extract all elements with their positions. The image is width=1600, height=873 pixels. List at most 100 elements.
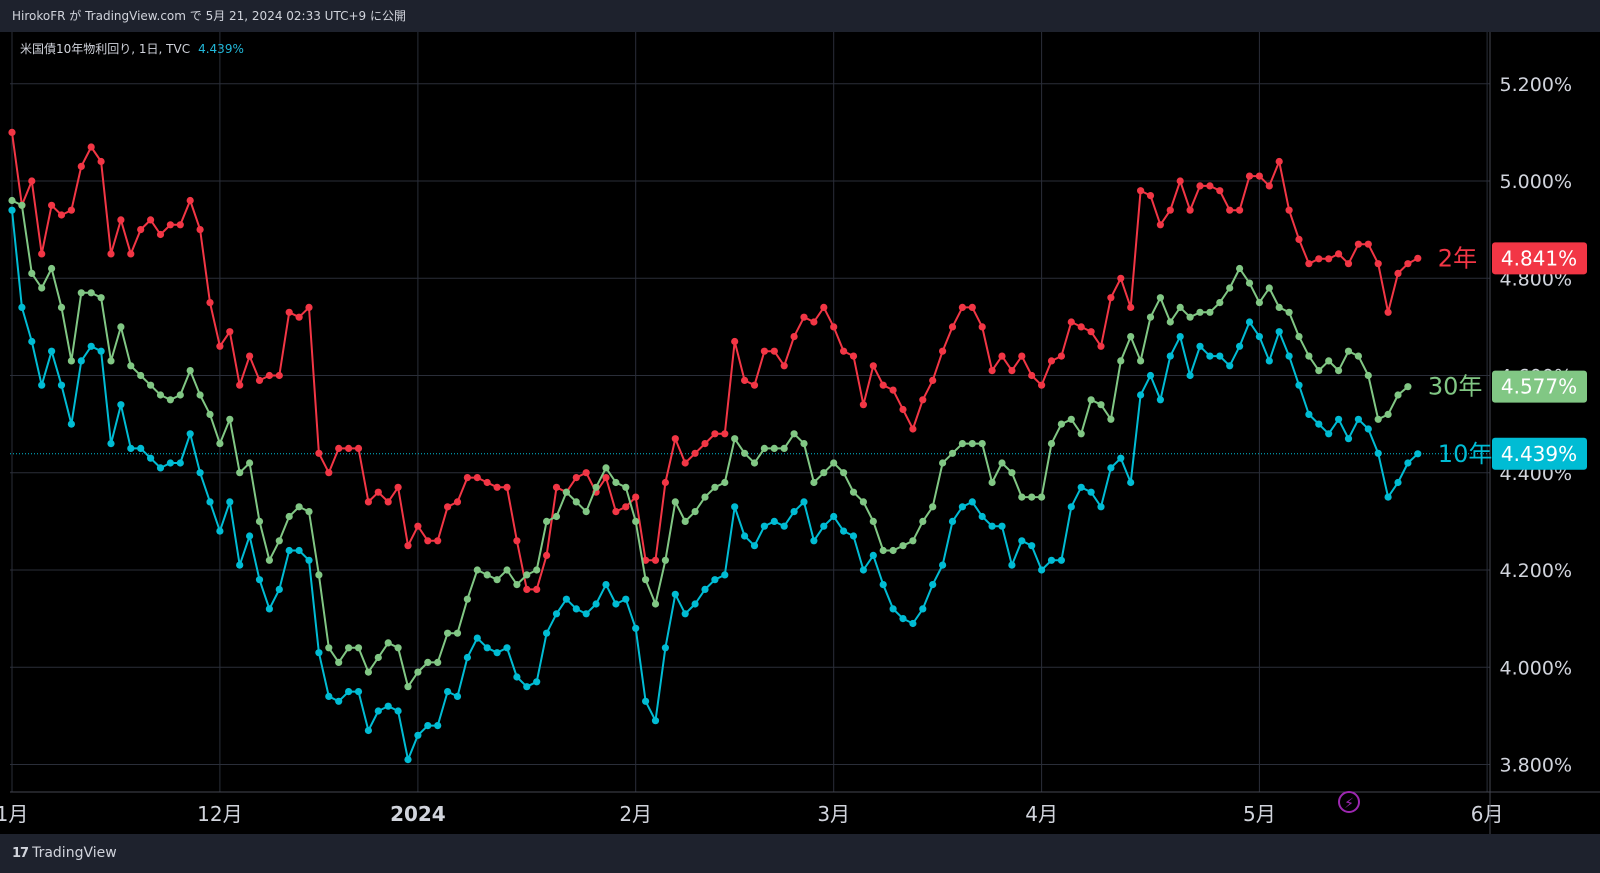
- data-point: [453, 692, 462, 701]
- data-point: [236, 381, 244, 389]
- data-point: [1344, 435, 1353, 443]
- data-point: [196, 226, 204, 234]
- series-label: 30年: [1428, 373, 1483, 401]
- data-point: [879, 581, 887, 589]
- lightning-icon[interactable]: ⚡: [1338, 791, 1360, 813]
- data-point: [315, 649, 323, 657]
- data-point: [1176, 303, 1184, 311]
- data-point: [711, 576, 719, 584]
- footer: 17 TradingView: [0, 834, 1600, 873]
- data-point: [186, 367, 194, 375]
- data-point: [1295, 333, 1303, 341]
- data-point: [958, 440, 967, 448]
- yield-chart[interactable]: 1月 12月 2024 2月 3月 4月 5月 6月 5.200%5.000%4.800%4.…: [0, 32, 1600, 834]
- data-point: [176, 459, 184, 467]
- data-point: [384, 498, 392, 506]
- data-point: [127, 362, 135, 370]
- data-point: [404, 542, 412, 550]
- data-point: [642, 697, 650, 705]
- data-point: [1196, 308, 1204, 316]
- data-point: [463, 474, 471, 482]
- data-point: [523, 571, 531, 579]
- data-point: [1236, 342, 1244, 350]
- data-point: [543, 517, 551, 525]
- data-point: [1117, 454, 1125, 462]
- series-line: [11, 199, 1409, 688]
- data-point: [651, 600, 660, 608]
- data-point: [998, 459, 1006, 467]
- data-point: [998, 352, 1006, 360]
- data-point: [1077, 323, 1085, 331]
- tradingview-brand[interactable]: 17 TradingView: [12, 845, 117, 861]
- data-point: [1295, 235, 1303, 243]
- data-point: [1146, 371, 1155, 380]
- data-point: [473, 474, 481, 482]
- data-point: [879, 381, 887, 389]
- data-point: [622, 483, 630, 491]
- y-tick-label: 5.000%: [1500, 171, 1572, 193]
- data-point: [780, 444, 788, 452]
- y-tick-label: 5.200%: [1500, 74, 1572, 96]
- data-point: [1097, 503, 1105, 511]
- data-point: [315, 571, 323, 579]
- data-point: [236, 561, 244, 569]
- chart-area[interactable]: 1月 12月 2024 2月 3月 4月 5月 6月 5.200% 5.000% 4.800% 4.…: [0, 32, 1600, 834]
- data-point: [879, 546, 887, 555]
- data-point: [1394, 391, 1402, 399]
- data-point: [453, 629, 462, 637]
- data-point: [651, 717, 660, 725]
- data-point: [1196, 342, 1204, 350]
- data-point: [1354, 352, 1362, 360]
- data-point: [830, 323, 838, 331]
- data-point: [156, 464, 165, 472]
- data-point: [1265, 357, 1273, 365]
- data-point: [137, 444, 145, 452]
- data-point: [988, 478, 996, 487]
- data-point: [741, 376, 749, 384]
- series-y10: [8, 206, 1422, 764]
- data-point: [1137, 187, 1145, 195]
- data-point: [295, 546, 303, 555]
- data-point: [394, 644, 402, 652]
- data-point: [998, 522, 1006, 530]
- data-point: [1335, 367, 1343, 375]
- data-point: [28, 177, 36, 185]
- data-point: [889, 546, 897, 555]
- data-point: [523, 585, 531, 594]
- data-point: [1255, 172, 1263, 180]
- data-point: [434, 722, 442, 730]
- series-labels: 2年 30年 10年: [1428, 244, 1492, 467]
- data-point: [354, 444, 363, 452]
- data-point: [770, 347, 778, 355]
- data-point: [899, 615, 907, 623]
- data-point: [8, 206, 16, 214]
- data-point: [948, 517, 957, 525]
- data-point: [414, 668, 422, 676]
- data-point: [1404, 383, 1412, 391]
- data-point: [750, 542, 759, 550]
- data-point: [661, 644, 670, 652]
- data-point: [97, 347, 105, 355]
- data-point: [1364, 425, 1372, 433]
- data-point: [1285, 308, 1293, 316]
- data-point: [978, 512, 986, 521]
- data-point: [1255, 333, 1263, 341]
- data-point: [97, 294, 105, 302]
- price-badge: 4.577%: [1492, 370, 1587, 403]
- data-point: [176, 391, 184, 399]
- data-point: [1374, 449, 1382, 457]
- data-point: [612, 478, 620, 487]
- data-point: [107, 357, 115, 365]
- data-point: [414, 731, 422, 739]
- data-point: [67, 206, 75, 214]
- data-point: [1335, 415, 1343, 423]
- data-point: [622, 503, 630, 511]
- data-point: [1107, 464, 1115, 472]
- data-point: [1206, 182, 1214, 190]
- x-tick-label: 4月: [1025, 802, 1058, 826]
- data-point: [305, 303, 313, 311]
- data-point: [1077, 483, 1085, 491]
- data-point: [414, 522, 422, 530]
- data-point: [1047, 556, 1056, 564]
- data-point: [721, 430, 729, 438]
